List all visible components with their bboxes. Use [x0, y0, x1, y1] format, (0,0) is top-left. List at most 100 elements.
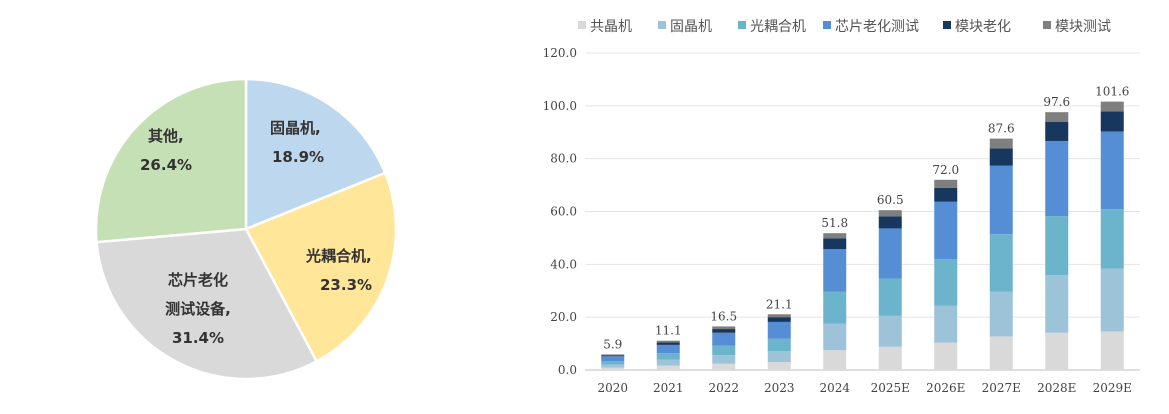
bar-segment: [601, 361, 625, 365]
bar-segment: [1045, 216, 1069, 276]
bar-segment: [656, 365, 680, 370]
bar-segment: [767, 338, 791, 352]
total-label: 11.1: [655, 324, 682, 338]
pie-label-laohua-line1: 芯片老化: [168, 271, 228, 289]
pie-label-guangouheji-pct: 23.3%: [320, 276, 372, 294]
total-label: 101.6: [1095, 85, 1129, 99]
x-axis: 2020 2021 2022 2023 2024 2025E 2026E 2027E 2028E…: [597, 381, 1131, 395]
y-tick-label: 80.0: [550, 152, 577, 166]
y-tick-label: 120.0: [543, 46, 577, 60]
bar-segment: [601, 355, 625, 357]
bar-segment: [934, 187, 958, 202]
pie-label-laohua-line2: 测试设备,: [165, 300, 231, 318]
total-label: 97.6: [1043, 95, 1070, 109]
bar-segment: [934, 201, 958, 260]
x-tick-label: 2027E: [982, 381, 1021, 395]
bar-segment: [878, 315, 902, 347]
bar-segment: [712, 332, 736, 346]
x-tick-label: 2028E: [1037, 381, 1076, 395]
bar-segment: [989, 165, 1013, 235]
bar-segment: [823, 249, 847, 292]
pie-slice-2: [95, 227, 319, 381]
pie-chart: 固晶机, 18.9% 光耦合机, 23.3% 芯片老化 测试设备, 31.4% …: [94, 77, 398, 381]
bar-segment: [934, 342, 958, 370]
pie-label-other-name: 其他,: [148, 127, 184, 145]
x-tick-label: 2024: [819, 381, 850, 395]
bar-segment: [712, 326, 736, 330]
y-tick-label: 100.0: [543, 99, 577, 113]
bar-segment: [601, 367, 625, 370]
bar-segment: [1100, 268, 1124, 332]
bar-segment: [1045, 332, 1069, 370]
legend-swatch: [578, 21, 586, 29]
total-label: 5.9: [603, 337, 622, 351]
total-label: 51.8: [821, 216, 848, 230]
bar-segment: [1100, 209, 1124, 269]
x-tick-label: 2026E: [926, 381, 965, 395]
pie-label-gujingji-name: 固晶机,: [270, 119, 321, 137]
bar-segment: [878, 210, 902, 217]
bar-segment: [601, 354, 625, 356]
x-tick-label: 2021: [653, 381, 684, 395]
bar-segment: [989, 291, 1013, 337]
legend-swatch: [738, 21, 746, 29]
bar-segment: [823, 238, 847, 250]
bar-segment: [878, 278, 902, 316]
bar-segment: [656, 353, 680, 360]
bar-segment: [1100, 131, 1124, 210]
bar-segment: [823, 323, 847, 351]
bar-segment: [767, 317, 791, 322]
pie-slice-1: [244, 171, 398, 364]
x-tick-label: 2020: [597, 381, 628, 395]
bar-segment: [878, 228, 902, 279]
bar-segment: [767, 351, 791, 363]
bar-segment: [1045, 275, 1069, 333]
bar-segment: [989, 234, 1013, 292]
bar-segment: [601, 364, 625, 368]
bar-segment: [712, 345, 736, 356]
y-axis: 0.0 20.0 40.0 60.0 80.0 100.0 120.0: [543, 46, 577, 377]
pie-label-gujingji-pct: 18.9%: [272, 148, 324, 166]
bar-segment: [989, 148, 1013, 166]
pie-label-other-pct: 26.4%: [140, 156, 192, 174]
pie-slice-3: [94, 77, 248, 244]
y-tick-label: 40.0: [550, 257, 577, 271]
bar-segment: [767, 314, 791, 318]
legend: 共晶机 固晶机 光耦合机 芯片老化测试 模块老化 模块测试: [578, 19, 1111, 35]
bars: [601, 101, 1124, 370]
bar-segment: [656, 342, 680, 345]
legend-swatch: [1043, 21, 1051, 29]
legend-label: 共晶机: [590, 19, 632, 35]
pie-slices: [94, 77, 398, 381]
legend-label: 模块测试: [1055, 19, 1111, 35]
bar-segment: [601, 356, 625, 362]
total-label: 60.5: [877, 193, 904, 207]
bar-segment: [656, 344, 680, 354]
x-tick-label: 2029E: [1093, 381, 1132, 395]
stacked-bar-chart: 共晶机 固晶机 光耦合机 芯片老化测试 模块老化 模块测试 0.0 20.0 40.0 60.0…: [543, 19, 1140, 395]
legend-swatch: [658, 21, 666, 29]
y-tick-label: 0.0: [558, 363, 577, 377]
bar-segment: [656, 359, 680, 366]
bar-segment: [767, 362, 791, 370]
bar-segment: [712, 363, 736, 370]
y-tick-label: 20.0: [550, 310, 577, 324]
bar-segment: [878, 346, 902, 370]
bar-segment: [1100, 331, 1124, 370]
legend-swatch: [943, 21, 951, 29]
bar-segment: [878, 216, 902, 229]
bar-segment: [1100, 111, 1124, 132]
x-tick-label: 2025E: [871, 381, 910, 395]
bar-segment: [989, 336, 1013, 370]
legend-label: 芯片老化测试: [835, 19, 919, 35]
total-label: 87.6: [988, 122, 1015, 136]
pie-slice-0: [244, 77, 387, 231]
bar-segment: [1100, 101, 1124, 112]
total-labels: 5.9 11.1 16.5 21.1 51.8 60.5 72.0 87.6 97.6 101.6: [603, 85, 1129, 352]
bar-segment: [1045, 112, 1069, 122]
bar-segment: [1045, 121, 1069, 141]
legend-swatch: [823, 21, 831, 29]
total-label: 21.1: [766, 297, 793, 311]
legend-label: 固晶机: [670, 19, 712, 35]
pie-label-laohua-pct: 31.4%: [172, 329, 224, 347]
